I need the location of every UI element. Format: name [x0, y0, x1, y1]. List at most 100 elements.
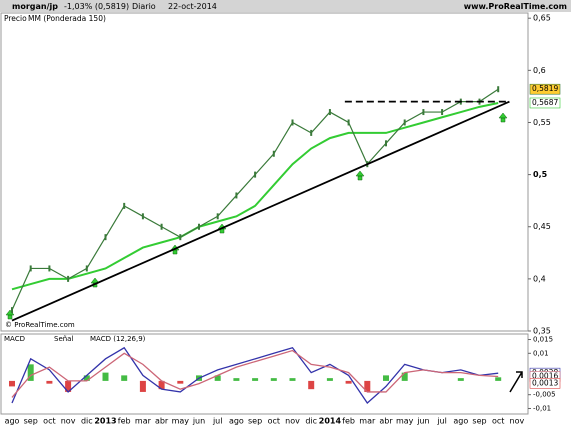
x-tick-label: 2013 — [94, 417, 116, 426]
histogram-bar — [177, 380, 184, 384]
histogram-bar — [214, 375, 221, 381]
legend-signal: Señal — [54, 335, 73, 343]
histogram-bar — [46, 380, 53, 384]
histogram-bar — [401, 372, 408, 381]
x-tick-label: sep — [472, 417, 486, 426]
x-tick-label: abr — [379, 417, 393, 426]
candle — [123, 202, 126, 209]
histogram-bar — [270, 378, 277, 381]
candle — [235, 192, 238, 199]
histogram-bar — [233, 378, 240, 381]
x-tick-label: abr — [155, 417, 169, 426]
x-tick-label: mar — [359, 417, 376, 426]
histogram-bar — [102, 372, 109, 381]
last-value-label: 0,5687 — [532, 98, 558, 107]
x-tick-label: nov — [510, 417, 525, 426]
candle — [291, 119, 294, 126]
histogram-bar — [9, 380, 15, 387]
candle — [48, 265, 51, 272]
histogram-bar — [65, 380, 72, 392]
histogram-bar — [495, 377, 502, 381]
x-tick-label: oct — [492, 417, 504, 426]
histogram-bar — [457, 378, 464, 381]
candle — [441, 109, 444, 116]
y-tick-label: 0,35 — [533, 327, 551, 336]
macd-panel — [0, 333, 529, 415]
x-tick-label: dic — [81, 417, 93, 426]
x-tick-label: sep — [248, 417, 262, 426]
y-tick-label: 0,65 — [533, 14, 551, 23]
change: -1,03% (0,5819) — [64, 2, 129, 11]
x-tick-label: ago — [229, 417, 244, 426]
last-value-label: 0,0013 — [532, 378, 558, 387]
legend-title: MACD (12,26,9) — [90, 335, 146, 343]
price-panel — [0, 12, 529, 332]
last-value-box — [529, 97, 561, 109]
legend-macd: MACD — [4, 335, 25, 343]
candle — [29, 265, 32, 272]
x-tick-label: oct — [43, 417, 55, 426]
x-tick-label: jun — [192, 417, 205, 426]
date: 22-oct-2014 — [168, 2, 217, 11]
histogram-bar — [139, 380, 146, 392]
x-tick-label: jul — [436, 417, 447, 426]
site: www.ProRealTime.com — [464, 2, 567, 11]
trend-line — [11, 100, 510, 322]
x-tick-label: sep — [24, 417, 38, 426]
candle — [272, 150, 275, 157]
x-tick-label: mar — [135, 417, 152, 426]
candle — [403, 119, 406, 126]
macd-arrow — [509, 371, 523, 393]
histogram-bar — [158, 380, 165, 390]
legend-ma: MM (Ponderada 150) — [28, 14, 106, 23]
candle — [497, 86, 500, 93]
x-tick-label: dic — [305, 417, 317, 426]
y-tick-label: -0,005 — [533, 391, 556, 399]
candle — [310, 129, 313, 136]
candle — [328, 109, 331, 116]
candle — [254, 171, 257, 178]
last-value-label: 0,0016 — [532, 371, 558, 380]
y-tick-label: 0,01 — [533, 349, 549, 357]
histogram-bar — [345, 380, 352, 384]
watermark: © ProRealTime.com — [5, 321, 75, 329]
x-tick-label: feb — [342, 417, 355, 426]
histogram-bar — [364, 380, 371, 392]
candle — [85, 265, 88, 272]
histogram-bar — [383, 375, 389, 381]
candle — [11, 307, 13, 314]
histogram-bar — [326, 378, 333, 381]
y-tick-label: 0,4 — [533, 274, 546, 283]
series-line — [11, 101, 499, 291]
x-tick-label: ago — [453, 417, 468, 426]
last-value-label: 0,5819 — [532, 84, 558, 93]
symbol: morgan/jp — [12, 2, 58, 11]
candle — [198, 223, 200, 230]
y-tick-label: 0,5 — [533, 170, 548, 179]
x-tick-label: nov — [285, 417, 300, 426]
histogram-bar — [27, 364, 34, 381]
candle — [422, 109, 425, 116]
candle — [179, 234, 182, 241]
candle — [104, 234, 107, 241]
candle — [141, 213, 144, 220]
histogram-bar — [121, 375, 128, 381]
last-value-box — [529, 378, 561, 389]
candle — [347, 119, 350, 126]
candle — [216, 213, 219, 220]
x-tick-label: ago — [5, 417, 20, 426]
last-value-box — [529, 83, 561, 95]
x-tick-label: may — [396, 417, 414, 426]
macd-line — [11, 346, 499, 404]
x-tick-label: nov — [61, 417, 76, 426]
candle — [160, 223, 163, 230]
histogram-bar — [289, 378, 296, 381]
macd-line — [11, 349, 499, 398]
histogram-bar — [83, 375, 90, 381]
x-tick-label: jun — [416, 417, 429, 426]
header-bar — [0, 0, 571, 12]
x-tick-label: feb — [118, 417, 131, 426]
y-tick-label: 0,015 — [533, 336, 553, 344]
